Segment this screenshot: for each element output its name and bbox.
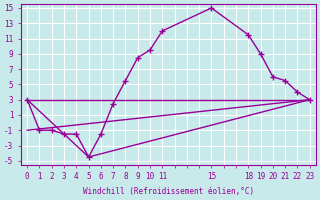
X-axis label: Windchill (Refroidissement éolien,°C): Windchill (Refroidissement éolien,°C) — [83, 187, 254, 196]
